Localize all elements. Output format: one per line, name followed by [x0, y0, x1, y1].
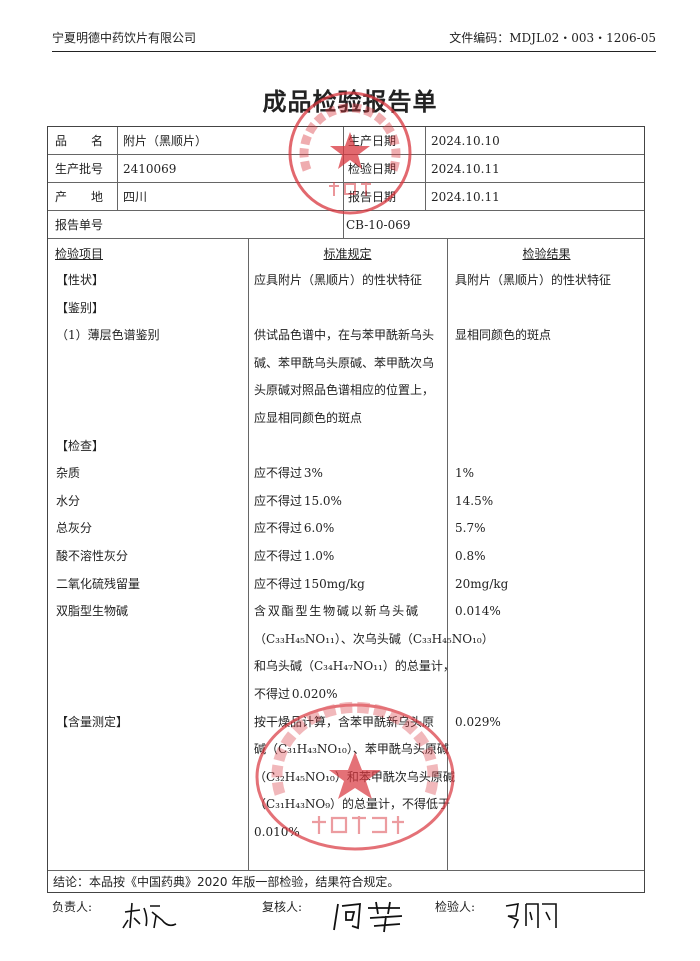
- standard-text: 头原碱对照品色谱相应的位置上，: [254, 383, 435, 398]
- column-header-item: 检验项目: [55, 247, 104, 261]
- table-row: 水分 应不得过 15.0% 14.5%: [48, 488, 644, 516]
- test-item: 双脂型生物碱: [56, 604, 129, 619]
- divider: [343, 127, 344, 238]
- table-row: （C₃₂H₄₅NO₁₀）和苯甲酰次乌头原碱: [48, 764, 644, 792]
- result-text: 0.014%: [455, 604, 501, 619]
- table-row: （C₃₁H₄₃NO₉）的总量计，不得低于: [48, 791, 644, 819]
- result-text: 0.029%: [455, 714, 501, 729]
- test-item: 总灰分: [56, 521, 93, 536]
- standard-text: 应显相同颜色的斑点: [254, 411, 363, 425]
- table-row: 碱、苯甲酰乌头原碱、苯甲酰次乌: [48, 350, 644, 378]
- table-row: 头原碱对照品色谱相应的位置上，: [48, 377, 644, 405]
- reviewer-label: 复核人:: [262, 900, 303, 914]
- standard-text: （C₃₁H₄₃NO₉）的总量计，不得低于: [254, 797, 451, 812]
- result-text: 1%: [455, 466, 475, 481]
- product-name-label: 品 名: [55, 134, 104, 148]
- column-header-standard: 标准规定: [323, 247, 372, 261]
- test-item: 【鉴别】: [56, 300, 105, 315]
- result-text: 20mg/kg: [455, 576, 509, 591]
- table-row: 双脂型生物碱 含 双 酯 型 生 物 碱 以 新 乌 头 碱 0.014%: [48, 598, 644, 626]
- test-item: 杂质: [56, 466, 81, 481]
- batch-value: 2410069: [123, 162, 177, 176]
- standard-text: 不得过 0.020%: [254, 687, 338, 701]
- standard-text: （C₃₂H₄₅NO₁₀）和苯甲酰次乌头原碱: [254, 769, 455, 784]
- standard-text: 含 双 酯 型 生 物 碱 以 新 乌 头 碱: [254, 604, 418, 619]
- table-row: 二氧化硫残留量 应不得过 150mg/kg 20mg/kg: [48, 571, 644, 599]
- table-row: 【鉴别】: [48, 295, 644, 323]
- divider: [48, 238, 644, 239]
- page-title: 成品检验报告单: [262, 88, 438, 116]
- column-header-result: 检验结果: [522, 247, 571, 261]
- inspector-signature: [505, 903, 557, 929]
- table-row: （C₃₃H₄₅NO₁₁）、次乌头碱（C₃₃H₄₅NO₁₀）: [48, 626, 644, 654]
- test-item: 【检查】: [56, 438, 105, 453]
- table-row: 酸不溶性灰分 应不得过 1.0% 0.8%: [48, 543, 644, 571]
- test-item: 【含量测定】: [56, 714, 129, 729]
- reviewer-signature: [333, 901, 403, 933]
- result-text: 5.7%: [455, 521, 486, 536]
- product-name-value: 附片（黑顺片）: [123, 134, 208, 148]
- origin-label: 产 地: [55, 190, 104, 204]
- standard-text: 按干燥品计算，含苯甲酰新乌头原: [254, 714, 435, 729]
- standard-text: 应不得过 15.0%: [254, 493, 342, 508]
- company-name: 宁夏明德中药饮片有限公司: [52, 31, 197, 45]
- standard-text: 应不得过 6.0%: [254, 521, 335, 536]
- table-row: 总灰分 应不得过 6.0% 5.7%: [48, 515, 644, 543]
- responsible-label: 负责人:: [52, 900, 93, 914]
- result-text: 显相同颜色的斑点: [455, 328, 552, 343]
- standard-text: 应具附片（黑顺片）的性状特征: [254, 273, 423, 287]
- table-row: 0.010%: [48, 819, 644, 847]
- report-number-value: CB-10-069: [346, 218, 411, 232]
- standard-text: 碱、苯甲酰乌头原碱、苯甲酰次乌: [254, 355, 435, 370]
- inspector-label: 检验人:: [435, 900, 476, 914]
- divider: [425, 127, 426, 210]
- document-code: 文件编码：MDJL02・003・1206-05: [449, 31, 656, 45]
- result-text: 具附片（黑顺片）的性状特征: [455, 273, 612, 287]
- table-row: （1）薄层色谱鉴别 供试品色谱中，在与苯甲酰新乌头 显相同颜色的斑点: [48, 322, 644, 350]
- report-table: 品 名 附片（黑顺片） 生产日期 2024.10.10 生产批号 2410069…: [47, 126, 645, 893]
- test-item: 二氧化硫残留量: [56, 576, 141, 591]
- responsible-signature: [122, 902, 177, 929]
- divider: [117, 127, 118, 210]
- result-text: 0.8%: [455, 549, 486, 563]
- conclusion: 结论：本品按《中国药典》2020 年版一部检验，结果符合规定。: [53, 875, 400, 889]
- result-text: 14.5%: [455, 493, 494, 508]
- test-item: 酸不溶性灰分: [56, 549, 129, 563]
- test-date-label: 检验日期: [348, 162, 397, 176]
- table-row: 不得过 0.020%: [48, 681, 644, 709]
- table-row: 应显相同颜色的斑点: [48, 405, 644, 433]
- table-row: 【性状】 应具附片（黑顺片）的性状特征 具附片（黑顺片）的性状特征: [48, 267, 644, 295]
- standard-text: 0.010%: [254, 825, 300, 839]
- table-row: 碱（C₃₁H₄₃NO₁₀）、苯甲酰乌头原碱: [48, 736, 644, 764]
- production-date-value: 2024.10.10: [431, 134, 500, 148]
- header-divider: [52, 51, 656, 52]
- standard-text: 应不得过 3%: [254, 466, 323, 481]
- standard-text: 和乌头碱（C₃₄H₄₇NO₁₁）的总量计，: [254, 659, 455, 674]
- table-row: 【含量测定】 按干燥品计算，含苯甲酰新乌头原 0.029%: [48, 709, 644, 737]
- divider: [48, 870, 644, 871]
- standard-text: 供试品色谱中，在与苯甲酰新乌头: [254, 328, 435, 343]
- report-number-label: 报告单号: [55, 218, 104, 232]
- table-row: 【检查】: [48, 433, 644, 461]
- standard-text: 应不得过 1.0%: [254, 549, 335, 563]
- test-item: （1）薄层色谱鉴别: [56, 328, 160, 343]
- test-item: 水分: [56, 493, 81, 508]
- standard-text: 应不得过 150mg/kg: [254, 576, 365, 591]
- standard-text: 碱（C₃₁H₄₃NO₁₀）、苯甲酰乌头原碱: [254, 742, 449, 757]
- divider: [447, 238, 448, 870]
- report-date-value: 2024.10.11: [431, 190, 500, 204]
- origin-value: 四川: [123, 190, 148, 204]
- divider: [248, 238, 249, 870]
- standard-text: （C₃₃H₄₅NO₁₁）、次乌头碱（C₃₃H₄₅NO₁₀）: [254, 631, 494, 646]
- batch-label: 生产批号: [55, 162, 104, 176]
- test-item: 【性状】: [56, 273, 105, 287]
- table-row: 杂质 应不得过 3% 1%: [48, 460, 644, 488]
- table-row: 和乌头碱（C₃₄H₄₇NO₁₁）的总量计，: [48, 653, 644, 681]
- production-date-label: 生产日期: [348, 134, 397, 148]
- report-date-label: 报告日期: [348, 190, 397, 204]
- test-date-value: 2024.10.11: [431, 162, 500, 176]
